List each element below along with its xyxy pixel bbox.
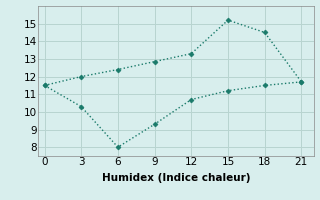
X-axis label: Humidex (Indice chaleur): Humidex (Indice chaleur) <box>102 173 250 183</box>
